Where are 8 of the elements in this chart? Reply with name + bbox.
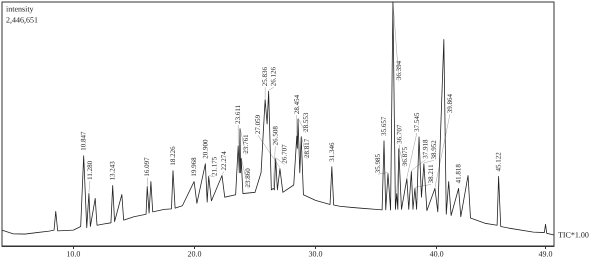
y-axis-title: intensity [6, 4, 34, 14]
x-tick-label: 40.0 [430, 250, 444, 258]
x-tick-label: 10.0 [66, 250, 80, 258]
x-tick-label: 20.0 [187, 250, 202, 258]
annotation: 2,446,651 [6, 16, 38, 24]
x-tick-label: 49.0 [538, 250, 553, 258]
x-tick-label: 30.0 [308, 250, 323, 258]
series-label: TIC*1.00 [558, 230, 589, 240]
